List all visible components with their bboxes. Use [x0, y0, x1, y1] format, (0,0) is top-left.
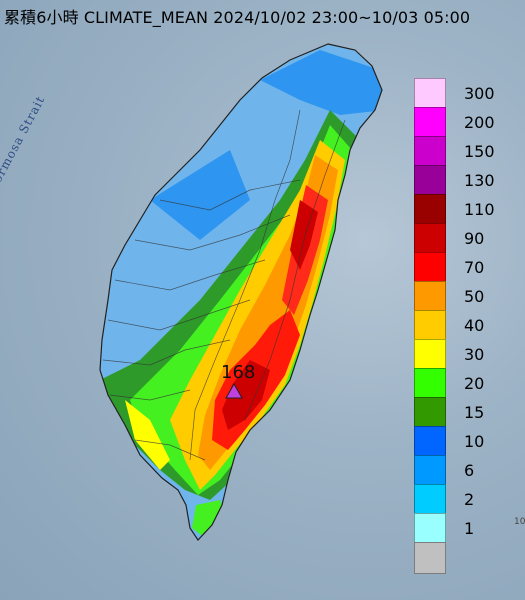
legend-label: 20 — [464, 374, 485, 393]
legend-swatch — [414, 513, 446, 545]
legend-label: 110 — [464, 200, 495, 219]
legend-swatch — [414, 426, 446, 458]
peak-value-label: 168 — [221, 362, 256, 383]
legend-label: 50 — [464, 287, 485, 306]
legend-label: 90 — [464, 229, 485, 248]
legend-label: 40 — [464, 316, 485, 335]
legend-label: 150 — [464, 142, 495, 161]
legend-label: 6 — [464, 461, 475, 480]
legend-label: 130 — [464, 171, 495, 190]
peak-marker-icon — [225, 382, 243, 399]
legend-label: 200 — [464, 113, 495, 132]
legend-swatch — [414, 339, 446, 371]
legend-label: 15 — [464, 403, 485, 422]
legend-label: 70 — [464, 258, 485, 277]
coastline — [99, 43, 383, 541]
legend-swatch — [414, 455, 446, 487]
legend-label: 2 — [464, 490, 475, 509]
county-boundaries — [102, 109, 346, 461]
legend-swatch — [414, 484, 446, 516]
legend-label: 10 — [464, 432, 485, 451]
legend-label: 30 — [464, 345, 485, 364]
legend-swatch — [414, 194, 446, 226]
legend-label: 300 — [464, 84, 495, 103]
legend-swatch — [414, 78, 446, 110]
legend-swatch — [414, 107, 446, 139]
legend-swatch — [414, 368, 446, 400]
legend-swatch — [414, 310, 446, 342]
legend-swatch — [414, 542, 446, 574]
legend-label: 1 — [464, 519, 475, 538]
legend-swatch — [414, 223, 446, 255]
legend-swatch — [414, 136, 446, 168]
map-title: 累積6小時 CLIMATE_MEAN 2024/10/02 23:00~10/0… — [4, 8, 471, 27]
legend-swatch — [414, 397, 446, 429]
legend-swatch — [414, 281, 446, 313]
legend-swatch — [414, 165, 446, 197]
legend-swatch — [414, 252, 446, 284]
corner-text: 10 — [514, 517, 525, 527]
